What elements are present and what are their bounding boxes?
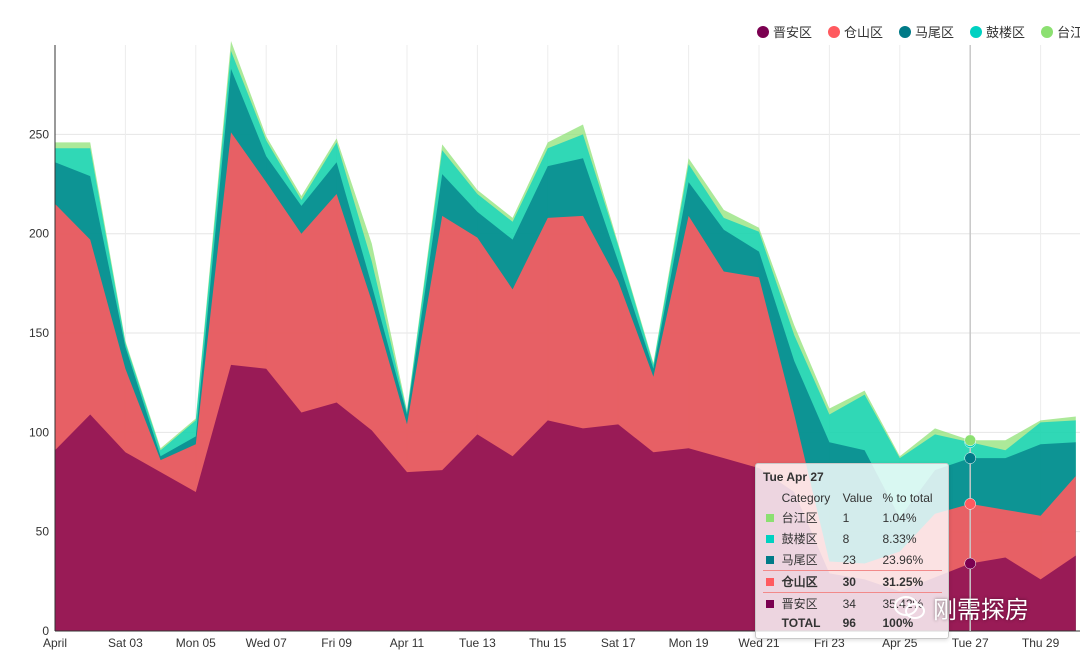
x-tick-label: Fri 23 [814, 636, 845, 650]
watermark: 刚需探房 [893, 590, 1029, 625]
tooltip-row: 晋安区 34 35.42% [763, 593, 942, 615]
tooltip-swatch-icon [766, 577, 774, 586]
tooltip-value: 23 [842, 552, 856, 567]
tooltip-header-value: Value [842, 491, 873, 505]
legend: 晋安区 仓山区 马尾区 鼓楼区 台江区 [757, 22, 1080, 41]
y-tick-label: 100 [29, 425, 49, 439]
tooltip-total-row: TOTAL 96 100% [763, 614, 942, 632]
x-tick-label: Thu 15 [529, 636, 567, 650]
x-tick-label: Tue 13 [459, 636, 496, 650]
tooltip-category: 仓山区 [778, 570, 840, 593]
x-tick-label: Mon 19 [669, 636, 709, 650]
hover-marker [964, 45, 976, 631]
x-tick-label: Thu 29 [1022, 636, 1060, 650]
x-tick-label: Tue 27 [952, 636, 989, 650]
y-tick-label: 50 [36, 525, 50, 539]
tooltip-title: Tue Apr 27 [763, 470, 824, 484]
x-tick-label: Wed 21 [738, 636, 779, 650]
tooltip-value: 34 [842, 596, 856, 611]
y-tick-label: 150 [29, 326, 49, 340]
legend-item[interactable]: 台江区 [1041, 22, 1080, 41]
tooltip-header-pct: % to total [882, 491, 933, 505]
tooltip-category: 鼓楼区 [781, 532, 818, 546]
tooltip-total-label: TOTAL [781, 616, 821, 630]
y-tick-label: 250 [29, 127, 49, 141]
legend-item[interactable]: 马尾区 [899, 22, 954, 41]
tooltip-value: 1 [842, 510, 850, 525]
tooltip-total-value: 96 [842, 616, 856, 630]
axes: 0 50 100 150 200 250 April Sat 03 Mon 05 Wed 07 Fr… [29, 45, 1080, 650]
tooltip-row: 鼓楼区 8 8.33% [763, 528, 942, 549]
tooltip-category: 晋安区 [781, 597, 818, 611]
tooltip-total-pct: 100% [882, 616, 914, 630]
tooltip-value: 8 [842, 531, 850, 546]
tooltip-pct: 8.33% [882, 531, 917, 546]
x-tick-label: Wed 07 [246, 636, 287, 650]
tooltip-row: 仓山区 30 31.25% [763, 570, 942, 593]
x-tick-label: Sat 03 [108, 636, 143, 650]
tooltip-swatch-icon [766, 534, 774, 543]
legend-label: 仓山区 [844, 25, 884, 40]
tooltip-pct: 23.96% [882, 552, 924, 567]
legend-swatch-icon [970, 25, 983, 38]
tooltip-pct: 31.25% [879, 570, 942, 593]
legend-label: 马尾区 [915, 25, 955, 40]
hover-point [964, 452, 976, 464]
x-tick-label: Mon 05 [176, 636, 216, 650]
legend-swatch-icon [757, 25, 769, 38]
legend-item[interactable]: 仓山区 [828, 22, 883, 41]
wechat-icon [894, 595, 925, 619]
tooltip-swatch-icon [766, 513, 774, 522]
tooltip-header-row: Category Value % to total [763, 489, 942, 507]
hover-point [964, 557, 976, 570]
x-tick-label: Fri 09 [321, 636, 352, 650]
tooltip-value: 30 [839, 570, 880, 593]
tooltip-swatch-icon [766, 555, 774, 564]
tooltip-category: 台江区 [781, 511, 818, 525]
tooltip-swatch-icon [766, 599, 774, 608]
tooltip-table: Category Value % to total 台江区 1 1.04% 鼓楼区 8 8… [763, 489, 942, 632]
legend-item[interactable]: 晋安区 [757, 22, 812, 41]
x-tick-label: Apr 25 [882, 636, 918, 650]
tooltip-header-category: Category [781, 491, 831, 505]
tooltip-row: 马尾区 23 23.96% [763, 549, 942, 571]
x-tick-label: Sat 17 [601, 636, 636, 650]
y-tick-label: 200 [29, 227, 49, 241]
tooltip-category: 马尾区 [781, 553, 818, 567]
legend-swatch-icon [899, 25, 912, 38]
legend-item[interactable]: 鼓楼区 [970, 22, 1025, 41]
y-tick-label: 0 [42, 624, 49, 638]
x-tick-label: Apr 11 [390, 636, 425, 650]
x-tick-label: April [43, 636, 67, 650]
watermark-text: 刚需探房 [933, 597, 1029, 624]
legend-swatch-icon [828, 25, 841, 38]
hover-point [964, 498, 976, 510]
legend-label: 晋安区 [773, 25, 813, 40]
tooltip-row: 台江区 1 1.04% [763, 507, 942, 528]
legend-label: 鼓楼区 [986, 25, 1026, 40]
legend-label: 台江区 [1057, 25, 1080, 40]
tooltip-pct: 1.04% [882, 510, 917, 525]
legend-swatch-icon [1041, 25, 1054, 38]
hover-point [964, 434, 976, 447]
